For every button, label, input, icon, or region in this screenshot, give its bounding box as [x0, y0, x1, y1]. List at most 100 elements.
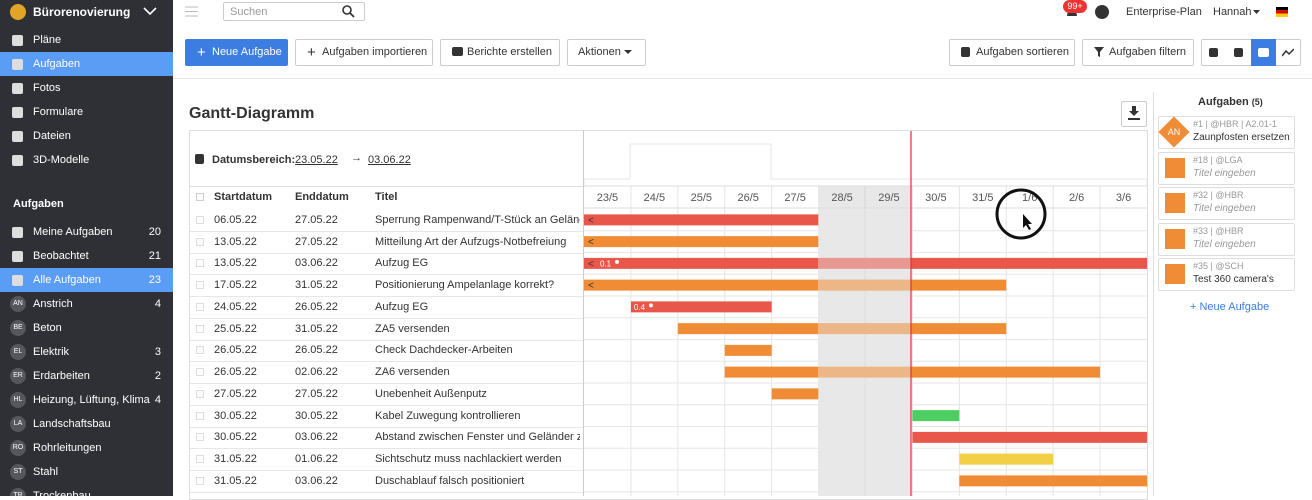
nav-item[interactable]: Formulare — [33, 106, 84, 118]
task-title[interactable]: Aufzug EG — [375, 300, 429, 313]
task-title[interactable]: ZA6 versenden — [375, 366, 450, 379]
task-title[interactable]: Sperrung Rampenwand/T-Stück an Geländ… — [375, 213, 580, 226]
task-card[interactable] — [1158, 222, 1295, 256]
task-title[interactable]: Kabel Zuwegung kontrollieren — [375, 409, 521, 422]
row-checkbox[interactable] — [196, 237, 204, 246]
group-item[interactable]: Anstrich — [33, 298, 73, 310]
filter-item[interactable]: Beobachtet — [33, 250, 89, 262]
chart-view[interactable] — [1282, 48, 1294, 57]
nav-item[interactable]: Aufgaben — [33, 58, 81, 70]
task-title[interactable]: Unebenheit Außenputz — [375, 387, 487, 400]
group-item[interactable]: Stahl — [33, 466, 59, 478]
date-to[interactable]: 03.06.22 — [368, 154, 411, 166]
download-button[interactable] — [1121, 101, 1147, 127]
filter-item[interactable]: Meine Aufgaben — [33, 226, 113, 238]
group-item[interactable]: Erdarbeiten — [33, 370, 90, 382]
search-box[interactable] — [223, 2, 365, 21]
new-task-button[interactable]: Neue Aufgabe — [185, 39, 288, 66]
task-title[interactable]: Check Dachdecker-Arbeiten — [375, 344, 513, 357]
add-task-link[interactable]: + Neue Aufgabe — [1190, 301, 1270, 313]
row-checkbox[interactable] — [196, 476, 204, 485]
user[interactable]: Hannah — [1213, 6, 1252, 18]
task-title[interactable]: Duschablauf falsch positioniert — [375, 474, 525, 487]
row-checkbox[interactable] — [196, 455, 204, 464]
flag[interactable] — [1276, 7, 1288, 17]
start-date: 30.05.22 — [214, 409, 257, 422]
group-avatar: TR — [10, 488, 26, 496]
task-title[interactable]: Sichtschutz muss nachlackiert werden — [375, 453, 562, 466]
sort-button[interactable]: Aufgaben sortieren — [949, 39, 1075, 66]
panel-border — [1153, 92, 1154, 496]
date-from[interactable]: 23.05.22 — [295, 154, 338, 166]
task-title[interactable]: Abstand zwischen Fenster und Geländer zu… — [375, 431, 580, 444]
group-item[interactable]: Heizung, Lüftung, Klima — [33, 394, 150, 406]
row-checkbox[interactable] — [196, 259, 204, 268]
group-item[interactable]: Trockenbau — [33, 490, 91, 496]
group-item[interactable]: Rohrleitungen — [33, 442, 102, 454]
group-avatar: AN — [10, 296, 26, 312]
row-checkbox[interactable] — [196, 302, 204, 311]
row-checkbox[interactable] — [196, 281, 204, 290]
help-icon[interactable] — [1095, 5, 1109, 19]
start-date: 17.05.22 — [214, 279, 257, 292]
task-title[interactable]: Aufzug EG — [375, 257, 429, 270]
nav-item[interactable]: Fotos — [33, 82, 61, 94]
group-item[interactable]: Landschaftsbau — [33, 418, 111, 430]
row-checkbox[interactable] — [196, 411, 204, 420]
row-line — [190, 296, 583, 297]
row-checkbox[interactable] — [196, 389, 204, 398]
nav-item[interactable]: Dateien — [33, 130, 71, 142]
start-date: 27.05.22 — [214, 387, 257, 400]
card-title: Titel eingeben — [1193, 167, 1256, 179]
row-checkbox[interactable] — [196, 215, 204, 224]
row-line — [190, 448, 583, 449]
task-card[interactable] — [1158, 258, 1295, 291]
task-card[interactable] — [1158, 187, 1295, 220]
row-checkbox[interactable] — [196, 324, 204, 333]
start-date: 26.05.22 — [214, 366, 257, 379]
task-title[interactable]: Positionierung Ampelanlage korrekt? — [375, 279, 555, 292]
column-header: Enddatum — [295, 191, 349, 203]
row-checkbox[interactable] — [196, 368, 204, 377]
filter-item[interactable]: Alle Aufgaben — [33, 274, 101, 286]
gantt-view[interactable] — [1258, 48, 1269, 57]
gantt-chart: 23/5 24/5 25/5 26/5 27/5 28/5 29/5 30/5 31/5 1/6 2… — [584, 131, 1147, 496]
card-badge: AN — [1167, 127, 1181, 137]
task-bar — [771, 388, 819, 400]
pane-divider — [583, 130, 584, 496]
grid-view[interactable] — [1209, 48, 1218, 57]
group-item[interactable]: Beton — [33, 322, 62, 334]
row-line — [190, 427, 583, 428]
task-title[interactable]: Mitteilung Art der Aufzugs-Notbefreiung — [375, 235, 567, 248]
row-line — [190, 492, 583, 493]
group-avatar: BE — [10, 320, 26, 336]
nav-item[interactable]: 3D-Modelle — [33, 154, 90, 166]
task-bar — [724, 366, 1101, 378]
assignee-icon — [648, 303, 653, 308]
toolbar-divider — [173, 78, 1312, 79]
task-title[interactable]: ZA5 versenden — [375, 322, 450, 335]
nav-item[interactable]: Pläne — [33, 34, 62, 46]
task-card[interactable] — [1158, 151, 1295, 185]
task-bar — [630, 301, 772, 313]
group-item[interactable]: Elektrik — [33, 346, 70, 358]
select-all[interactable] — [196, 193, 204, 201]
calendar-view[interactable] — [1234, 48, 1243, 57]
user-caret — [1253, 10, 1260, 14]
end-date: 26.05.22 — [295, 300, 338, 313]
menu-icon[interactable] — [185, 6, 198, 17]
card-title: Titel eingeben — [1193, 238, 1256, 250]
end-date: 01.06.22 — [295, 453, 338, 466]
caret — [624, 50, 632, 54]
row-checkbox[interactable] — [196, 433, 204, 442]
plan[interactable]: Enterprise-Plan — [1126, 6, 1202, 18]
gantt-title: Gantt-Diagramm — [189, 105, 315, 122]
reports-button[interactable]: Berichte erstellen — [440, 39, 560, 66]
import-button[interactable]: Aufgaben importieren — [295, 39, 433, 66]
filter-button[interactable]: Aufgaben filtern — [1082, 39, 1194, 66]
start-date: 26.05.22 — [214, 344, 257, 357]
project-name[interactable]: Bürorenovierung — [33, 5, 131, 19]
filter-icon — [12, 251, 23, 262]
actions-button[interactable]: Aktionen — [567, 39, 646, 66]
row-checkbox[interactable] — [196, 346, 204, 355]
